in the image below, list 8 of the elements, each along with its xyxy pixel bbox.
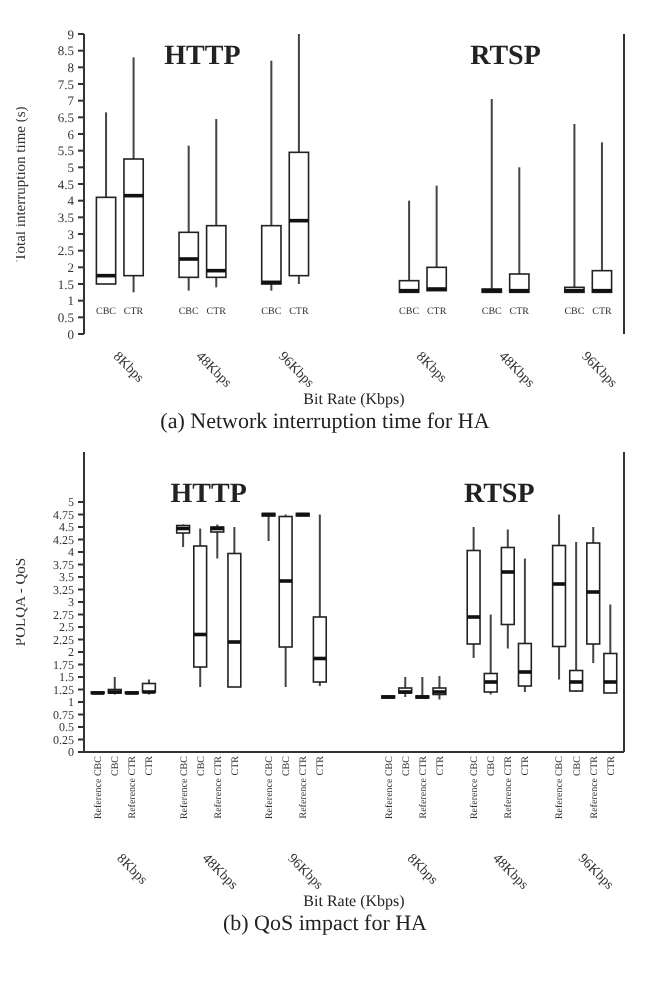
annotation: RTSP <box>468 42 543 74</box>
x-axis-title: Bit Rate (Kbps) <box>301 892 407 910</box>
annotation: HTTP <box>162 42 243 74</box>
annotation: RTSP <box>461 480 537 512</box>
annotation: HTTP <box>168 480 249 512</box>
text: (b) QoS impact for HA <box>220 912 430 936</box>
text: (a) Network interruption time for HA <box>158 410 492 434</box>
x-axis-title: Bit Rate (Kbps) <box>301 390 407 408</box>
